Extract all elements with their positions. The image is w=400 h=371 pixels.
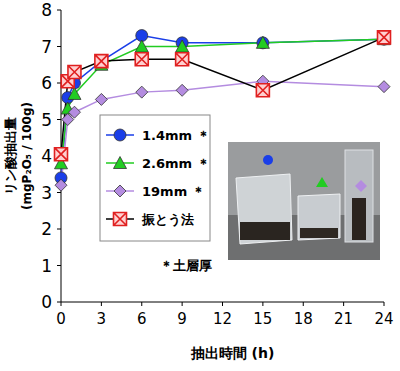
legend-label: 振とう法	[141, 212, 194, 227]
legend-marker	[114, 129, 126, 141]
point	[68, 87, 81, 99]
photo-tube	[345, 150, 373, 242]
x-tick	[61, 302, 62, 306]
photo-marker	[316, 177, 328, 187]
point	[176, 40, 189, 52]
y-tick-label: 8	[41, 0, 52, 20]
x-tick-label: 21	[334, 310, 353, 328]
y-tick-label: 5	[41, 110, 52, 130]
y-tick	[57, 229, 61, 230]
point	[256, 36, 269, 48]
x-tick-label: 12	[213, 310, 232, 328]
legend-label: 19mm ＊	[142, 184, 205, 199]
point	[378, 81, 390, 93]
annotation: ＊土層厚	[160, 258, 212, 273]
x-tick-label: 24	[374, 310, 393, 328]
legend-box	[100, 115, 210, 241]
x-tick-label: 18	[294, 310, 313, 328]
y-label-unit: (mgP₂O₅ / 100g)	[20, 102, 34, 210]
photo-marker	[263, 155, 273, 165]
chart: 01234567803691215182124抽出時間 (h)リン酸抽出量(mg…	[0, 0, 400, 371]
x-tick-label: 0	[56, 310, 66, 328]
photo-soil1	[240, 222, 290, 240]
legend-label: 1.4mm ＊	[142, 128, 210, 143]
y-tick	[57, 192, 61, 193]
point	[95, 55, 108, 68]
y-tick	[57, 265, 61, 266]
point	[256, 84, 269, 97]
y-tick	[57, 302, 61, 303]
point	[135, 53, 148, 66]
point	[176, 53, 189, 66]
x-tick-label: 15	[253, 310, 272, 328]
y-tick-label: 0	[41, 292, 52, 312]
y-tick-label: 7	[41, 37, 52, 57]
y-tick	[57, 46, 61, 47]
legend-marker	[114, 213, 127, 226]
y-tick	[57, 10, 61, 11]
x-tick	[222, 302, 223, 306]
point	[68, 106, 80, 118]
x-tick	[303, 302, 304, 306]
y-tick	[57, 119, 61, 120]
photo-marker	[355, 180, 367, 192]
y-tick	[57, 83, 61, 84]
photo-soil2	[300, 228, 338, 238]
point	[136, 86, 148, 98]
point	[55, 179, 67, 191]
y-tick-label: 3	[41, 183, 52, 203]
point	[55, 148, 68, 161]
point	[378, 31, 391, 44]
y-tick-label: 4	[41, 146, 52, 166]
x-tick-label: 6	[137, 310, 147, 328]
y-tick-label: 1	[41, 256, 52, 276]
point	[257, 37, 269, 49]
x-tick	[343, 302, 344, 306]
point	[95, 55, 107, 67]
photo-soil3	[352, 198, 366, 240]
y-tick-label: 6	[41, 73, 52, 93]
photo-bg	[228, 142, 380, 260]
legend-marker	[114, 185, 126, 197]
legend-marker	[114, 157, 127, 169]
point	[95, 93, 107, 105]
photo-cup2	[298, 194, 340, 240]
point	[135, 40, 148, 52]
point	[176, 84, 188, 96]
y-label: リン酸抽出量	[3, 117, 18, 195]
point	[68, 66, 81, 79]
x-tick	[182, 302, 183, 306]
photo	[228, 142, 380, 260]
x-tick	[384, 302, 385, 306]
photo-cup1	[236, 174, 292, 244]
x-tick-label: 3	[97, 310, 107, 328]
x-tick	[262, 302, 263, 306]
x-label: 抽出時間 (h)	[190, 345, 275, 361]
legend-label: 2.6mm ＊	[142, 156, 210, 171]
x-tick	[141, 302, 142, 306]
legend: 1.4mm ＊ 2.6mm ＊ 19mm ＊ 振とう法	[100, 115, 210, 241]
x-tick	[101, 302, 102, 306]
y-tick-label: 2	[41, 219, 52, 239]
x-tick-label: 9	[177, 310, 187, 328]
